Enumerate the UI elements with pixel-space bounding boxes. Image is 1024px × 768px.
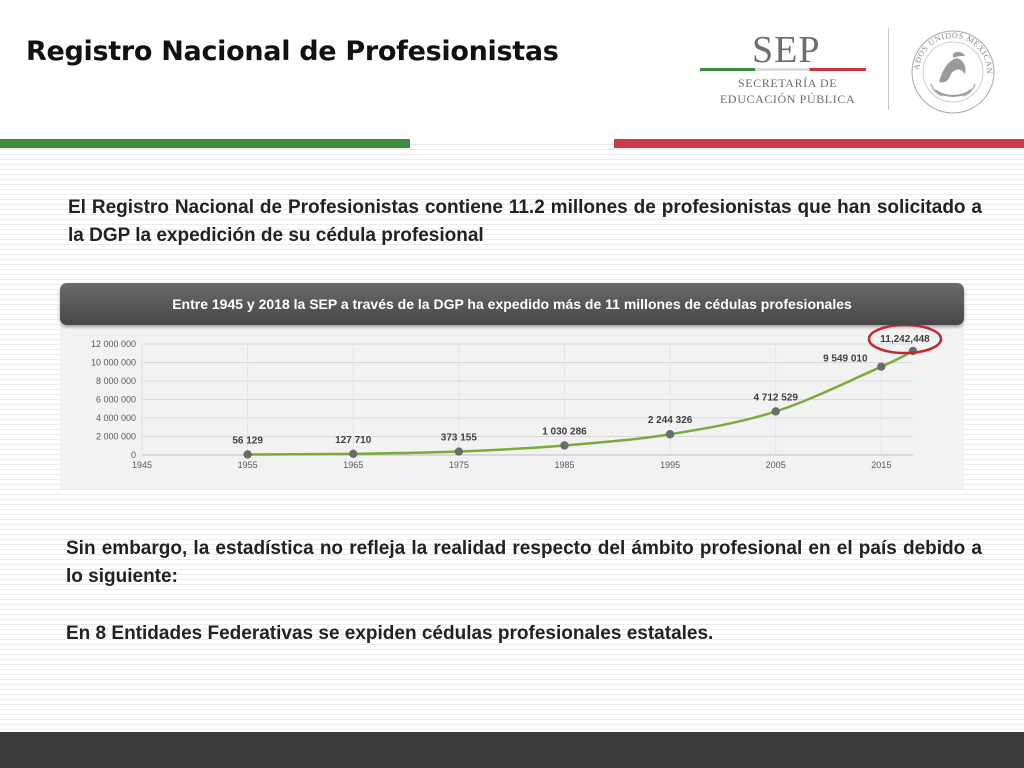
data-point bbox=[560, 441, 569, 450]
y-tick-label: 10 000 000 bbox=[91, 358, 136, 368]
data-label: 4 712 529 bbox=[753, 392, 798, 403]
sep-logo-line1: SECRETARÍA DE bbox=[738, 76, 838, 90]
chart-banner: Entre 1945 y 2018 la SEP a través de la … bbox=[60, 283, 964, 325]
intro-text: El Registro Nacional de Profesionistas c… bbox=[68, 197, 982, 246]
y-tick-label: 0 bbox=[131, 450, 136, 460]
y-tick-label: 2 000 000 bbox=[96, 432, 136, 442]
data-point bbox=[349, 449, 358, 459]
x-tick-label: 1985 bbox=[554, 460, 574, 470]
chart-banner-text: Entre 1945 y 2018 la SEP a través de la … bbox=[172, 296, 852, 312]
y-tick-label: 12 000 000 bbox=[91, 339, 136, 349]
data-point bbox=[771, 407, 780, 416]
y-tick-label: 8 000 000 bbox=[96, 376, 136, 386]
line-chart: 0 2 000 000 4 000 000 6 000 000 8 000 000 10 … bbox=[91, 325, 943, 470]
sep-logo-tricolor-line bbox=[700, 68, 866, 71]
data-label: 373 155 bbox=[441, 433, 478, 444]
data-label: 2 244 326 bbox=[648, 415, 693, 426]
data-label: 9 549 010 bbox=[823, 354, 868, 365]
data-point bbox=[454, 447, 464, 456]
data-point bbox=[243, 450, 252, 459]
y-tick-label: 6 000 000 bbox=[96, 395, 136, 405]
data-point bbox=[877, 362, 886, 371]
data-label: 127 710 bbox=[335, 435, 372, 446]
sep-wordmark: SEP bbox=[752, 29, 821, 71]
green-color-band bbox=[0, 139, 410, 148]
x-tick-label: 1955 bbox=[238, 460, 258, 470]
explanation-text: Sin embargo, la estadística no refleja l… bbox=[66, 538, 982, 587]
sep-logo: SEP SECRETARÍA DE EDUCACIÓN PÚBLICA bbox=[700, 28, 870, 108]
y-tick-label: 4 000 000 bbox=[96, 413, 136, 423]
mexico-seal-icon: ESTADOS UNIDOS MEXICANOS bbox=[905, 24, 995, 114]
x-tick-label: 1995 bbox=[660, 460, 680, 470]
x-tick-label: 2005 bbox=[766, 460, 786, 470]
highlight-circle bbox=[867, 325, 943, 355]
x-tick-label: 2015 bbox=[871, 460, 891, 470]
data-label: 11,242,448 bbox=[880, 334, 930, 345]
x-tick-label: 1975 bbox=[449, 460, 469, 470]
states-note-text: En 8 Entidades Federativas se expiden cé… bbox=[66, 623, 714, 644]
x-tick-label: 1965 bbox=[343, 460, 363, 470]
data-label: 1 030 286 bbox=[542, 426, 587, 437]
footer-bar bbox=[0, 732, 1024, 768]
header: Registro Nacional de Profesionistas SEP … bbox=[0, 0, 1024, 140]
page-title: Registro Nacional de Profesionistas bbox=[26, 36, 559, 67]
sep-logo-line2: EDUCACIÓN PÚBLICA bbox=[720, 92, 856, 106]
x-tick-label: 1945 bbox=[132, 460, 152, 470]
logo-divider bbox=[888, 28, 889, 110]
data-point bbox=[665, 430, 675, 439]
data-label: 56 129 bbox=[232, 435, 263, 446]
series-line bbox=[247, 349, 914, 456]
red-color-band bbox=[614, 139, 1024, 148]
